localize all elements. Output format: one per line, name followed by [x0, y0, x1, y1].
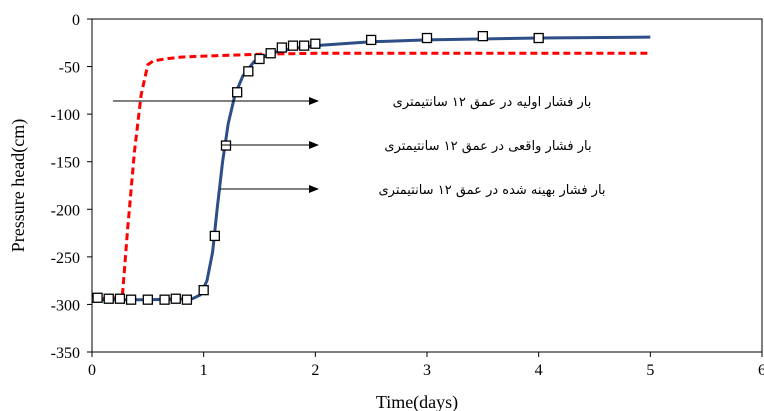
x-tick-label: 1 [200, 362, 208, 379]
observed-point-marker [366, 34, 377, 46]
y-tick-label: -250 [51, 250, 80, 267]
x-tick-label: 0 [88, 362, 96, 379]
y-tick-label: -50 [59, 60, 80, 77]
observed-point-marker [254, 53, 265, 65]
series-initial-pressure-dashed-line [91, 51, 651, 301]
x-tick-label: 6 [758, 362, 764, 379]
annotation-label: بار فشار بهینه شده در عمق ۱۲ سانتیمتری [378, 183, 605, 198]
x-tick-label: 2 [311, 362, 319, 379]
observed-point-marker [276, 42, 287, 53]
y-tick-label: -150 [51, 155, 80, 172]
observed-point-marker [477, 30, 488, 42]
y-tick-label: -200 [51, 202, 80, 219]
observed-point-marker [103, 293, 114, 304]
series-optimized-pressure-line [92, 35, 651, 302]
observed-point-marker [125, 294, 137, 305]
x-tick-label: 5 [646, 362, 654, 379]
series-layer [91, 30, 651, 305]
observed-point-marker [198, 285, 209, 296]
observed-point-marker [310, 38, 321, 49]
annotation-layer: بار فشار اولیه در عمق ۱۲ سانتیمتری بار فش… [113, 95, 606, 198]
y-tick-label: -350 [51, 345, 80, 362]
annotation-label: بار فشار واقعی در عمق ۱۲ سانتیمتری [384, 139, 591, 154]
observed-point-marker [114, 293, 126, 304]
y-tick-label: -300 [51, 297, 80, 314]
observed-point-marker [92, 292, 103, 303]
x-tick-label: 4 [535, 362, 543, 379]
observed-point-marker [142, 294, 153, 305]
annotation-label: بار فشار اولیه در عمق ۱۲ سانتیمتری [393, 95, 592, 110]
x-tick-label: 3 [423, 362, 431, 379]
observed-point-marker [265, 48, 276, 59]
observed-point-marker [533, 32, 544, 44]
y-axis-title: Pressure head(cm) [8, 119, 29, 252]
axes: 0 1 2 3 4 5 6 0 -50 -100 -150 -200 -250 -300 -350 [51, 12, 764, 379]
observed-point-marker [181, 294, 193, 305]
observed-point-marker [209, 230, 220, 242]
observed-point-marker [232, 87, 243, 98]
observed-point-marker [159, 294, 170, 305]
observed-point-marker [170, 293, 181, 304]
observed-point-marker [287, 40, 299, 51]
observed-point-marker [220, 140, 232, 151]
observed-point-marker [299, 40, 310, 51]
x-axis-title: Time(days) [376, 392, 458, 411]
y-tick-label: -100 [51, 107, 80, 124]
y-tick-label: 0 [72, 12, 80, 29]
observed-point-marker [421, 32, 433, 44]
observed-point-marker [243, 66, 254, 77]
